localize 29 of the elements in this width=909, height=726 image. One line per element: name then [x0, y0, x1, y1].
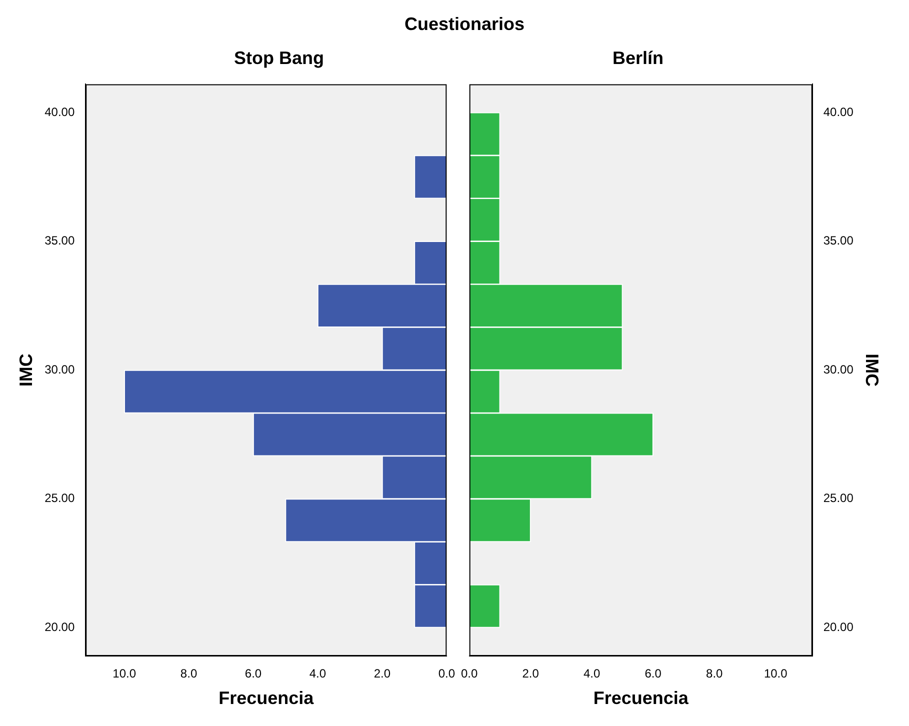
x-tick-label: 8.0	[180, 666, 198, 681]
chart-subtitle: Berlín	[611, 48, 664, 70]
x-tick-label: 6.0	[244, 666, 262, 681]
x-tick-label: 4.0	[309, 666, 326, 681]
y-tick-label: 25.00	[823, 491, 854, 506]
x-axis-title: Frecuencia	[218, 688, 315, 708]
y-tick-label: 20.00	[823, 620, 854, 634]
x-tick-label: 0.0	[438, 666, 456, 681]
y-tick-label: 40.00	[823, 104, 854, 119]
x-tick-label: 2.0	[374, 666, 391, 681]
chart-subtitle: Stop Bang	[233, 48, 325, 70]
y-tick-label: 30.00	[44, 362, 75, 376]
y-tick-label: 40.00	[44, 104, 75, 119]
x-tick-label: 6.0	[644, 666, 662, 681]
y-tick-label: 25.00	[44, 491, 75, 506]
x-tick-label: 2.0	[522, 666, 540, 681]
x-tick-label: 0.0	[460, 666, 478, 681]
chart-title: Cuestionarios	[403, 13, 526, 36]
x-tick-label: 4.0	[584, 666, 601, 681]
y-tick-label: 30.00	[823, 362, 854, 376]
y-tick-label: 35.00	[823, 234, 854, 248]
x-axis-title: Frecuencia	[593, 688, 690, 708]
x-tick-label: 8.0	[706, 666, 724, 681]
x-tick-label: 10.0	[764, 666, 788, 681]
y-axis-title: IMC	[862, 354, 882, 387]
y-tick-label: 35.00	[44, 234, 75, 248]
y-tick-label: 20.00	[44, 620, 75, 634]
x-tick-label: 10.0	[112, 666, 136, 681]
y-axis-title: IMC	[16, 354, 36, 387]
